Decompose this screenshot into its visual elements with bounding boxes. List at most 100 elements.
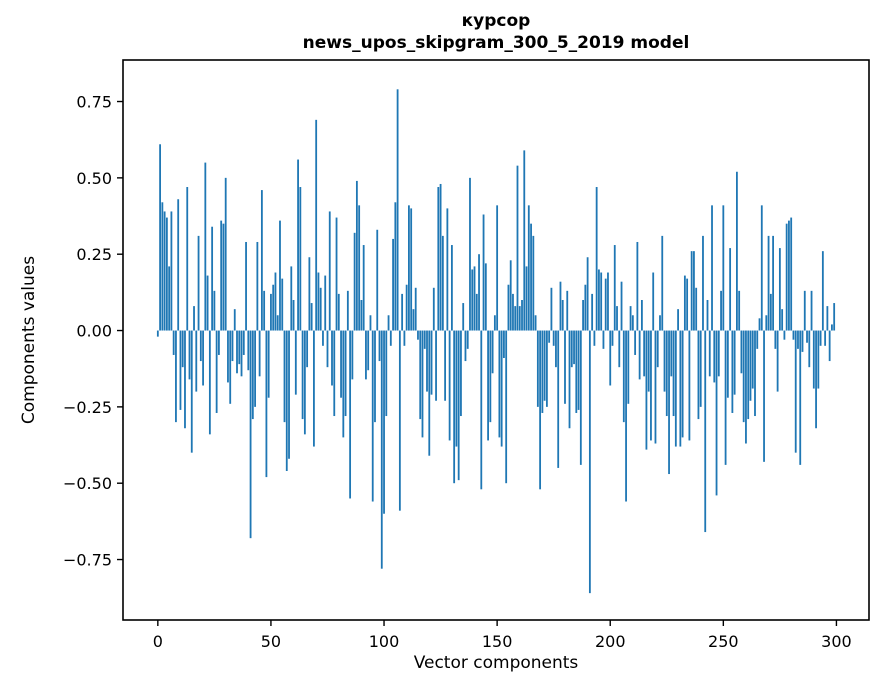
- bar: [313, 330, 315, 447]
- bar: [790, 217, 793, 331]
- bar: [218, 330, 220, 355]
- y-tick-label: −0.25: [63, 398, 112, 417]
- bar: [417, 330, 419, 340]
- bar: [794, 330, 797, 453]
- bar: [489, 330, 492, 423]
- bar: [276, 315, 279, 331]
- bar: [190, 330, 193, 453]
- bar: [161, 202, 164, 331]
- bar: [349, 330, 352, 499]
- bar: [267, 330, 270, 398]
- bar: [204, 162, 207, 331]
- bar: [826, 306, 829, 331]
- bar: [806, 330, 808, 343]
- bar: [756, 330, 759, 349]
- bar: [693, 251, 695, 331]
- bar: [760, 205, 763, 331]
- plot-border: [122, 59, 870, 621]
- x-tick-label: 150: [482, 632, 513, 651]
- bar: [638, 330, 641, 380]
- bar: [163, 211, 166, 331]
- bar: [249, 330, 252, 539]
- bar: [315, 119, 318, 331]
- bar: [172, 330, 175, 355]
- bar: [496, 205, 499, 331]
- x-tick-label: 200: [595, 632, 626, 651]
- bar: [270, 293, 272, 331]
- bar: [303, 330, 306, 435]
- bar: [403, 330, 406, 346]
- y-tick-label: 0.75: [76, 93, 112, 112]
- x-axis-ticks: 0 50 100 150 200 250 300: [153, 620, 852, 651]
- bar: [340, 330, 342, 398]
- bar: [661, 235, 664, 331]
- bar: [453, 330, 456, 484]
- bar: [613, 245, 616, 331]
- bar: [222, 223, 225, 331]
- bar: [652, 272, 655, 331]
- bar: [831, 324, 833, 331]
- bar: [224, 177, 227, 331]
- bar: [690, 251, 693, 331]
- bar: [251, 330, 254, 420]
- bar: [159, 144, 161, 331]
- bar: [503, 330, 505, 359]
- bar: [636, 241, 639, 331]
- bar: [473, 266, 476, 331]
- bar: [561, 300, 564, 331]
- bar: [184, 330, 186, 429]
- bar: [188, 330, 191, 380]
- bar: [600, 272, 603, 331]
- bar: [168, 266, 171, 331]
- bar: [670, 330, 673, 377]
- bar: [478, 254, 480, 331]
- bar: [557, 330, 560, 468]
- bar: [665, 330, 668, 417]
- bar: [213, 290, 216, 331]
- bar: [810, 290, 813, 331]
- bars-group: [156, 89, 836, 594]
- bar: [335, 217, 338, 331]
- bar: [220, 220, 223, 331]
- bar: [229, 330, 232, 404]
- bar: [358, 205, 361, 331]
- bar: [385, 330, 388, 417]
- bar: [683, 275, 686, 331]
- x-tick-label: 0: [153, 632, 163, 651]
- bar: [362, 245, 365, 331]
- bar: [227, 330, 229, 383]
- bar: [507, 284, 510, 331]
- bar: [552, 330, 555, 346]
- bar: [242, 330, 245, 355]
- bar: [763, 330, 765, 462]
- bar: [620, 281, 623, 331]
- bar: [202, 330, 204, 386]
- bar: [726, 330, 729, 398]
- bar: [688, 330, 691, 441]
- bar: [559, 281, 562, 331]
- bar: [523, 150, 526, 331]
- bar: [747, 330, 750, 420]
- bar: [195, 330, 198, 392]
- bar: [722, 205, 725, 331]
- bar: [781, 309, 784, 331]
- bar: [672, 330, 675, 417]
- bar: [193, 306, 195, 331]
- bar: [518, 306, 521, 331]
- bar: [371, 330, 374, 502]
- bar: [177, 199, 180, 331]
- bar: [792, 330, 795, 340]
- bar: [785, 223, 788, 331]
- bar: [640, 300, 643, 331]
- bar: [729, 248, 732, 331]
- bar: [279, 220, 281, 331]
- bar: [812, 330, 815, 389]
- bar: [776, 330, 779, 392]
- bar: [677, 309, 679, 331]
- y-axis-ticks: 0.75 0.50 0.25 0.00 −0.25 −0.50 −0.75: [63, 93, 123, 570]
- bar: [686, 278, 689, 331]
- bar: [482, 214, 485, 331]
- bar: [421, 330, 424, 438]
- bar: [437, 187, 440, 331]
- bar: [369, 315, 372, 331]
